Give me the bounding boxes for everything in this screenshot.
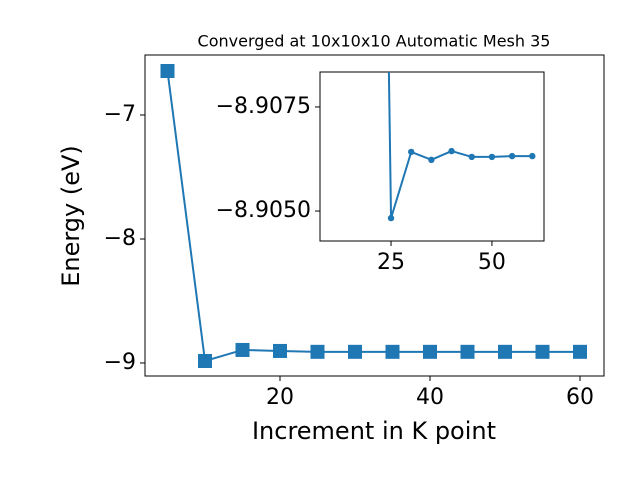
- marker: [488, 153, 496, 161]
- y-tick-label: −7: [104, 102, 136, 127]
- y-tick-label: −9: [104, 350, 136, 375]
- marker: [235, 342, 250, 357]
- chart-title: Converged at 10x10x10 Automatic Mesh 35: [198, 32, 551, 51]
- marker: [198, 353, 212, 368]
- x-tick-label: 60: [566, 385, 594, 410]
- marker: [460, 344, 475, 359]
- x-tick-label: 40: [416, 385, 444, 410]
- y-tick-label: −8.9050: [216, 198, 311, 223]
- marker: [160, 63, 175, 78]
- marker: [310, 344, 325, 359]
- x-axis-label: Increment in K point: [252, 417, 496, 445]
- x-tick-label: 50: [478, 250, 506, 275]
- marker: [468, 153, 475, 161]
- marker: [529, 152, 536, 160]
- marker: [385, 344, 400, 359]
- x-tick-label: 25: [377, 250, 405, 275]
- marker: [498, 344, 512, 359]
- marker: [448, 147, 455, 155]
- marker: [535, 344, 550, 359]
- marker: [428, 156, 435, 164]
- marker: [387, 214, 395, 222]
- y-tick-label: −8.9075: [216, 94, 311, 119]
- x-tick-label: 20: [266, 385, 294, 410]
- y-tick-label: −8: [104, 226, 136, 251]
- marker: [508, 152, 516, 160]
- marker: [573, 344, 587, 359]
- marker: [273, 343, 287, 358]
- marker: [408, 148, 415, 156]
- marker: [348, 344, 362, 359]
- marker: [423, 344, 437, 359]
- series-group: [387, 72, 536, 222]
- series-group: [160, 63, 587, 368]
- y-axis-label: Energy (eV): [57, 145, 85, 287]
